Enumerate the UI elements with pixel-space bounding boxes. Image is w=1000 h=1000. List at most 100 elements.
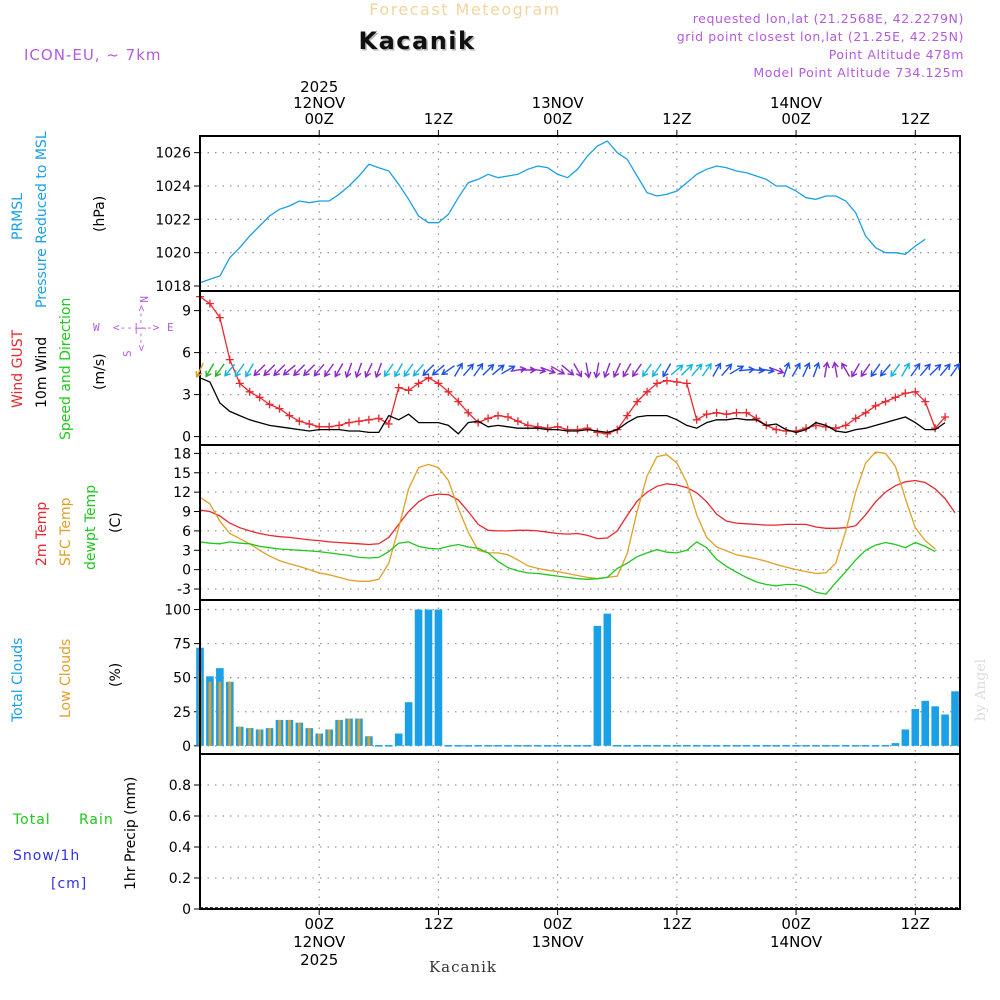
wind-direction-arrow [602, 362, 611, 379]
label-total: Total [12, 812, 51, 828]
compass-south: S [121, 350, 134, 357]
gust-marker [225, 355, 234, 364]
y-tick-label: 6 [182, 524, 191, 540]
time-label-top: 13NOV [532, 94, 585, 112]
wind-direction-arrows [195, 361, 961, 379]
time-label-bottom: 2025 [300, 951, 338, 969]
grid-point-coords: grid point closest lon,lat (21.25E, 42.2… [677, 29, 964, 44]
y-tick-label: 0 [182, 430, 191, 446]
panel-pressure: 1018 1020 1022 1024 1026 [155, 135, 961, 295]
gust-marker [265, 400, 274, 409]
label-ms: (m/s) [92, 353, 108, 390]
gust-marker [881, 397, 890, 406]
wind-direction-arrow [561, 364, 575, 376]
gust-marker [692, 415, 701, 424]
low-cloud-bar [278, 719, 281, 746]
panel-frame [199, 753, 961, 910]
wind-direction-arrow [540, 366, 557, 375]
wind-direction-arrow [374, 362, 383, 379]
wind-direction-arrow [782, 361, 791, 378]
wind-direction-arrow [431, 364, 445, 376]
prmsl-line [199, 140, 926, 284]
y-tick-label: 25 [173, 705, 191, 721]
gust-marker [533, 422, 542, 431]
gust-marker [643, 387, 652, 396]
wind-direction-arrow [462, 363, 474, 377]
wind-direction-arrow [303, 364, 316, 377]
panel-frame [199, 599, 961, 755]
wind-direction-arrow [412, 363, 424, 377]
wind-direction-arrow [482, 363, 495, 376]
time-label-top: 14NOV [770, 94, 823, 112]
panel-frame [199, 444, 961, 601]
gust-marker [404, 386, 413, 395]
y-tick-label: 0 [182, 902, 191, 918]
wind-direction-arrow [729, 365, 745, 375]
model-label: ICON-EU, ~ 7km [24, 46, 162, 64]
time-label-top: 2025 [300, 78, 338, 96]
label-sfc-temp: SFC Temp [58, 497, 74, 566]
y-tick-label: 0.6 [169, 809, 191, 825]
panel-temperature: -3 0 3 6 9 12 15 18 [173, 444, 961, 601]
label-low-clouds: Low Clouds [58, 639, 74, 718]
compass-ns-arrow: <--|--> [135, 305, 148, 352]
wind-direction-arrow [422, 364, 435, 377]
wind-direction-arrow [593, 362, 601, 379]
sfc-temp-line [199, 451, 936, 582]
wind-direction-arrow [831, 361, 839, 378]
low-cloud-bar [218, 681, 222, 746]
low-cloud-bar [337, 719, 341, 746]
wind-direction-arrow [632, 363, 642, 378]
time-label-bottom: 12NOV [293, 933, 346, 951]
y-tick-label: 12 [173, 485, 191, 501]
gust-marker [732, 408, 741, 417]
wind-direction-arrow [870, 363, 881, 378]
wind-direction-arrow [394, 363, 404, 378]
gust-marker [633, 397, 642, 406]
time-label-bottom: 12Z [662, 915, 691, 933]
10m-wind-line [199, 377, 946, 435]
low-cloud-bar [208, 681, 212, 746]
compass-ew-arrow: <--|--> [113, 321, 160, 334]
label-rain: Rain [79, 812, 114, 828]
label-precip: 1hr Precip (mm) [123, 777, 139, 890]
total-cloud-bar [424, 609, 433, 746]
gust-marker [384, 420, 393, 428]
gust-marker [444, 387, 453, 396]
time-label-top: 12Z [424, 110, 453, 128]
gust-marker [712, 408, 721, 417]
gust-marker [454, 397, 463, 406]
gust-marker [772, 425, 781, 434]
total-cloud-bar [603, 613, 612, 746]
total-cloud-bar [593, 625, 602, 746]
gust-marker [662, 376, 671, 385]
gust-marker [583, 424, 592, 433]
y-tick-label: 3 [182, 388, 191, 404]
gust-marker [901, 389, 910, 398]
wind-direction-arrow [890, 363, 901, 378]
low-cloud-bar [248, 728, 252, 746]
label-hpa: (hPa) [92, 196, 108, 232]
wind-direction-arrow [851, 363, 861, 378]
wind-direction-arrow [273, 364, 286, 377]
gust-marker [215, 313, 224, 322]
gust-marker [702, 410, 711, 419]
gust-marker [851, 414, 860, 423]
gust-marker [354, 417, 363, 426]
label-total-clouds: Total Clouds [10, 638, 26, 723]
y-tick-label: 1018 [155, 279, 191, 295]
wind-direction-arrow [550, 365, 566, 375]
low-cloud-bar [288, 719, 291, 746]
label-dewpt-temp: dewpt Temp [83, 485, 99, 570]
gust-marker [205, 299, 214, 308]
wind-direction-arrow [584, 362, 592, 379]
gust-marker [345, 418, 354, 427]
wind-direction-arrow [403, 363, 414, 378]
wind-direction-arrow [791, 362, 801, 377]
wind-direction-arrow [282, 364, 296, 376]
total-cloud-bar [911, 709, 920, 746]
y-tick-label: 9 [182, 505, 191, 521]
gust-marker [941, 413, 950, 421]
gust-marker [305, 420, 314, 428]
wind-direction-arrow [573, 363, 583, 378]
